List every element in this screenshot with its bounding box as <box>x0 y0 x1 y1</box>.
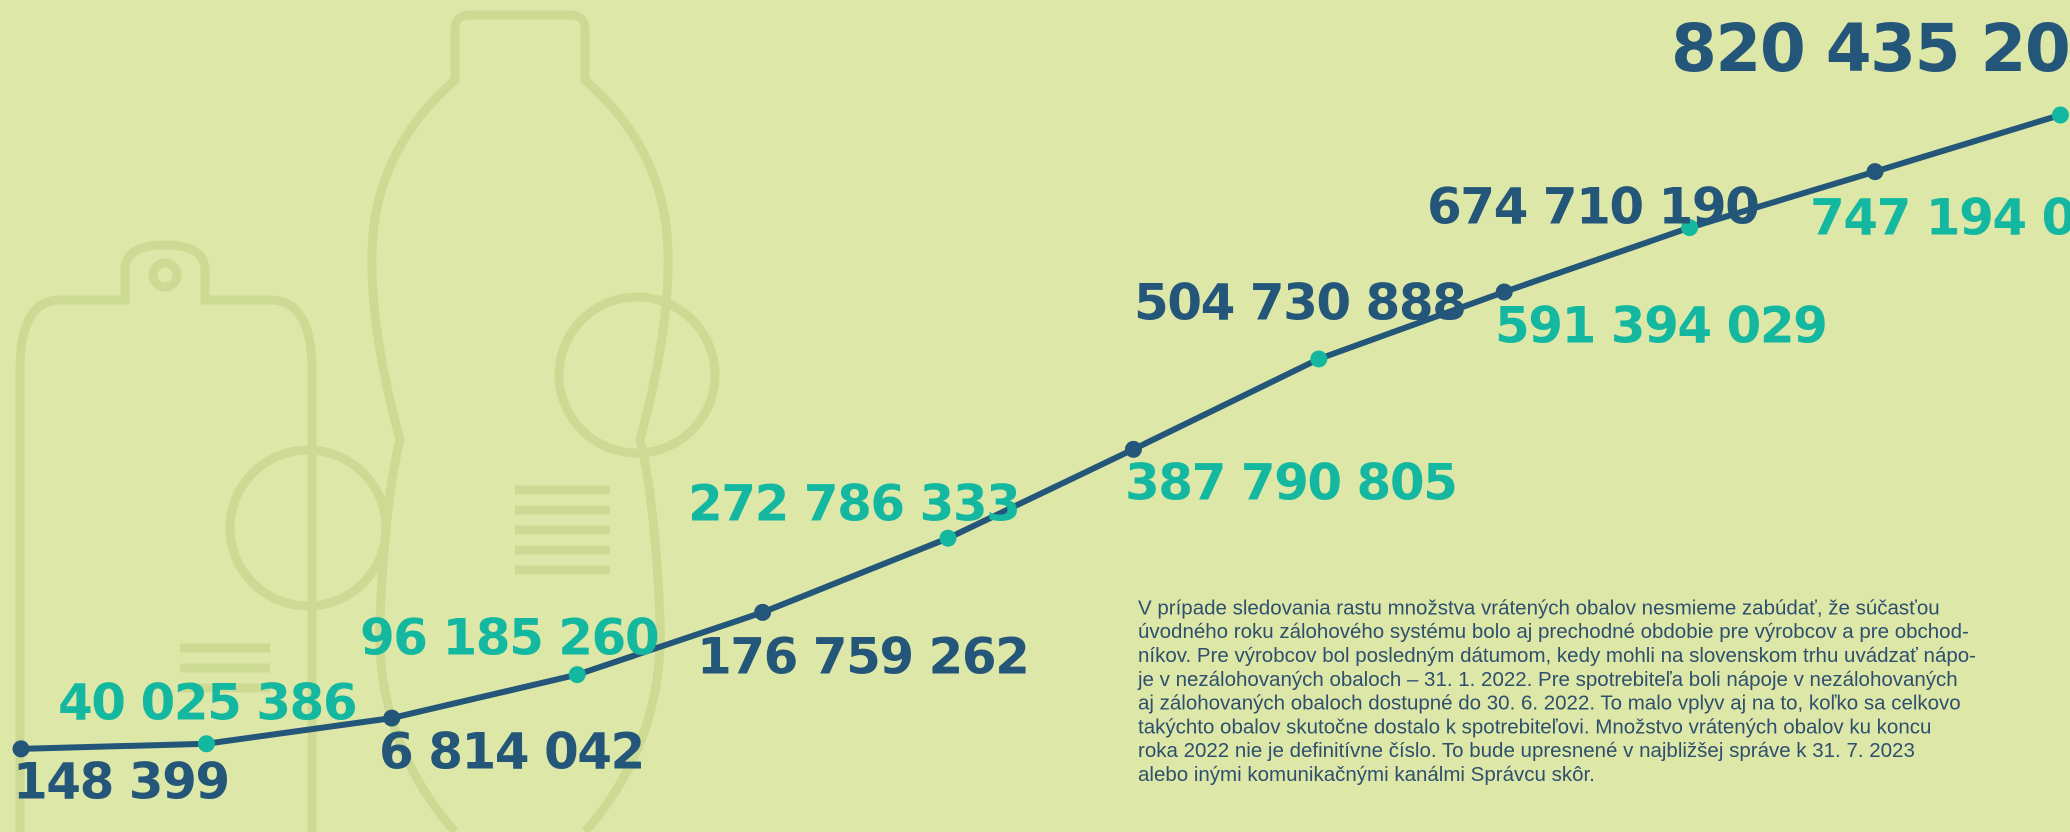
note-line: úvodného roku zálohového systému bolo aj… <box>1138 620 1969 643</box>
note-line: aj zálohovaných obaloch dostupné do 30. … <box>1138 692 1961 715</box>
value-label: 176 759 262 <box>697 628 1028 686</box>
point <box>1867 163 1884 180</box>
note-line: roka 2022 nie je definitívne číslo. To b… <box>1138 739 1915 762</box>
value-label: 272 786 333 <box>688 475 1019 533</box>
value-label: 387 790 805 <box>1125 454 1456 512</box>
value-label: 6 814 042 <box>379 723 644 781</box>
value-label: 820 435 209 <box>1671 10 2070 87</box>
value-label: 96 185 260 <box>360 609 658 667</box>
point <box>1310 350 1327 367</box>
value-label: 148 399 <box>13 753 229 811</box>
note-line: alebo inými komunikačnými kanálmi Správc… <box>1138 763 1595 786</box>
value-label: 591 394 029 <box>1495 297 1826 355</box>
point <box>569 666 586 683</box>
value-label: 40 025 386 <box>58 674 356 732</box>
infographic: 148 399 6 814 042 40 025 38696 185 260 176 … <box>0 0 2070 832</box>
note-line: V prípade sledovania rastu množstva vrát… <box>1138 596 1940 619</box>
note-line: takýchto obalov skutočne dostalo k spotr… <box>1138 715 1931 738</box>
note-line: je v nezálohovaných obaloch – 31. 1. 202… <box>1137 668 1958 691</box>
point <box>754 604 771 621</box>
point <box>198 735 215 752</box>
note-line: níkov. Pre výrobcov bol posledným dátumo… <box>1138 644 1976 667</box>
value-label: 504 730 888 <box>1134 274 1465 332</box>
value-label: 674 710 190 <box>1427 178 1758 236</box>
point <box>2052 106 2069 123</box>
value-label: 747 194 058 <box>1810 189 2070 247</box>
